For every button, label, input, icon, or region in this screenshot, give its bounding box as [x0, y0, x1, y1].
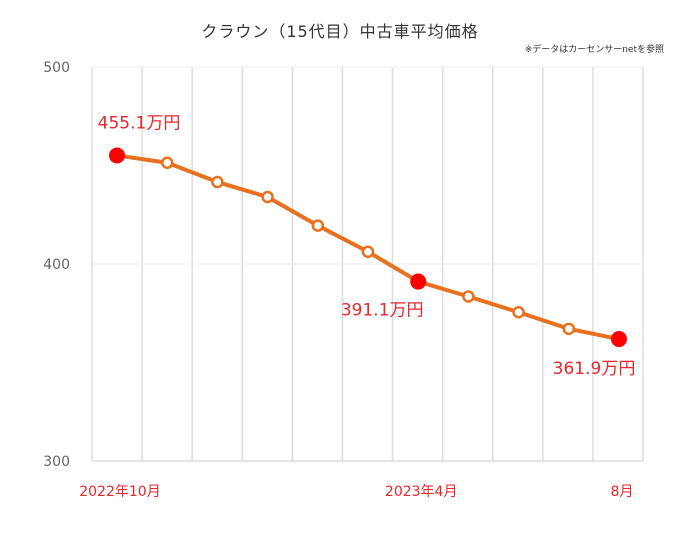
data-point: [512, 306, 525, 319]
y-axis-ticks: 300 400 500: [43, 60, 70, 470]
data-point: [462, 290, 475, 303]
data-point: [211, 175, 224, 189]
source-note: ※データはカーセンサーnetを参照: [524, 45, 664, 55]
y-tick-label: 400: [43, 257, 70, 273]
x-tick-label: 2022年10月: [79, 484, 160, 500]
data-point-highlight: [611, 331, 627, 348]
data-point: [160, 156, 174, 169]
x-axis-ticks: 2022年10月 2023年4月 8月: [79, 484, 633, 500]
data-point: [311, 219, 325, 232]
data-point-highlight: [109, 147, 125, 164]
data-label: 455.1万円: [98, 113, 181, 133]
data-point: [261, 190, 274, 204]
data-point-highlight: [410, 273, 427, 290]
y-tick-label: 500: [43, 60, 70, 76]
data-labels: 455.1万円 391.1万円 361.9万円: [98, 113, 636, 379]
data-point: [361, 245, 375, 259]
data-label: 361.9万円: [553, 359, 636, 379]
data-point: [562, 322, 576, 336]
grid-lines: [91, 66, 644, 462]
x-tick-label: 8月: [611, 484, 634, 500]
data-label: 391.1万円: [341, 301, 424, 321]
x-tick-label: 2023年4月: [385, 484, 458, 500]
y-tick-label: 300: [43, 454, 70, 470]
chart-title: クラウン（15代目）中古車平均価格: [201, 22, 479, 41]
data-points: [109, 147, 627, 348]
